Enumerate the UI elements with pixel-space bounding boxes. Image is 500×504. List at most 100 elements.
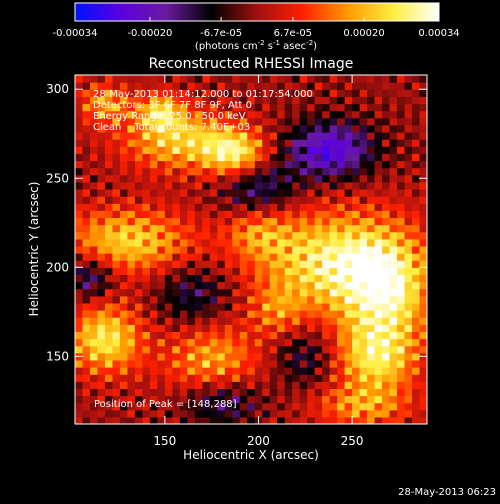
heatmap-cell	[254, 131, 263, 140]
heatmap-cell	[172, 245, 181, 254]
heatmap-cell	[202, 160, 211, 169]
heatmap-cell	[299, 260, 308, 268]
heatmap-cell	[352, 203, 361, 211]
heatmap-cell	[397, 388, 406, 397]
x-axis-label: Heliocentric X (arcsec)	[183, 448, 319, 462]
heatmap-cell	[419, 267, 427, 276]
heatmap-cell	[337, 317, 346, 325]
heatmap-cell	[269, 302, 278, 311]
heatmap-cell	[337, 210, 346, 219]
heatmap-cell	[247, 124, 256, 133]
annotation-peak-position: Position of Peak = [148,288]	[94, 399, 237, 410]
heatmap-cell	[82, 388, 91, 397]
heatmap-cell	[232, 345, 241, 354]
heatmap-cell	[119, 317, 129, 325]
heatmap-cell	[292, 281, 301, 290]
heatmap-cell	[172, 352, 181, 361]
heatmap-cell	[239, 267, 248, 276]
heatmap-cell	[292, 210, 301, 219]
heatmap-cell	[104, 153, 114, 162]
heatmap-cell	[262, 196, 271, 204]
heatmap-cell	[134, 267, 143, 276]
heatmap-cell	[112, 238, 121, 247]
heatmap-cell	[142, 295, 151, 304]
heatmap-cell	[224, 381, 233, 389]
heatmap-cell	[75, 181, 84, 190]
heatmap-cell	[404, 89, 413, 97]
heatmap-cell	[127, 388, 136, 397]
heatmap-cell	[217, 117, 226, 126]
heatmap-cell	[382, 89, 391, 97]
heatmap-cell	[134, 359, 143, 368]
heatmap-cell	[164, 146, 173, 154]
heatmap-cell	[119, 338, 129, 347]
heatmap-cell	[382, 253, 391, 261]
heatmap-cell	[224, 238, 233, 247]
heatmap-cell	[187, 274, 196, 283]
heatmap-cell	[149, 217, 158, 226]
heatmap-cell	[202, 409, 211, 418]
heatmap-cell	[224, 139, 233, 147]
heatmap-cell	[104, 110, 114, 119]
heatmap-cell	[119, 124, 129, 133]
heatmap-cell	[329, 245, 338, 254]
heatmap-cell	[314, 267, 323, 276]
heatmap-cell	[359, 288, 368, 297]
heatmap-cell	[307, 245, 316, 254]
heatmap-cell	[127, 381, 136, 389]
heatmap-cell	[247, 310, 256, 318]
heatmap-cell	[337, 302, 346, 311]
heatmap-cell	[412, 402, 421, 411]
heatmap-cell	[412, 409, 421, 418]
heatmap-cell	[299, 75, 308, 83]
heatmap-cell	[164, 352, 173, 361]
heatmap-cell	[262, 402, 271, 411]
heatmap-cell	[359, 352, 368, 361]
heatmap-cell	[412, 295, 421, 304]
heatmap-cell	[224, 359, 233, 368]
plot-frame	[74, 74, 428, 425]
heatmap-cell	[112, 146, 121, 154]
heatmap-cell	[419, 295, 427, 304]
heatmap-cell	[149, 153, 158, 162]
heatmap-cell	[149, 359, 158, 368]
heatmap-cell	[157, 302, 166, 311]
heatmap-cell	[262, 174, 271, 183]
heatmap-cell	[119, 402, 129, 411]
heatmap-cell	[344, 260, 353, 268]
heatmap-cell	[262, 359, 271, 368]
heatmap-cell	[179, 131, 188, 140]
heatmap-cell	[374, 338, 383, 347]
heatmap-cell	[337, 395, 346, 404]
heatmap-cell	[397, 238, 406, 247]
heatmap-cell	[359, 302, 368, 311]
heatmap-cell	[352, 367, 361, 375]
heatmap-cell	[202, 367, 211, 375]
heatmap-cell	[292, 160, 301, 169]
heatmap-cell	[277, 160, 286, 169]
heatmap-cell	[149, 124, 158, 133]
heatmap-cell	[262, 352, 271, 361]
heatmap-cell	[187, 324, 196, 333]
heatmap-cell	[292, 409, 301, 418]
heatmap-cell	[382, 153, 391, 162]
heatmap-cell	[397, 117, 406, 126]
heatmap-cell	[299, 124, 308, 133]
heatmap-cell	[194, 395, 203, 404]
heatmap-cell	[412, 338, 421, 347]
heatmap-cell	[75, 146, 84, 154]
heatmap-cell	[382, 395, 391, 404]
heatmap-cell	[194, 188, 203, 197]
heatmap-cell	[224, 295, 233, 304]
heatmap-cell	[374, 75, 383, 83]
heatmap-cell	[157, 117, 166, 126]
heatmap-cell	[179, 352, 188, 361]
heatmap-cell	[314, 131, 323, 140]
heatmap-cell	[359, 388, 368, 397]
annotation-clean-counts: Clean Total counts: 7.40E+03	[93, 122, 250, 133]
heatmap-cell	[374, 174, 383, 183]
heatmap-cell	[322, 416, 331, 424]
heatmap-cell	[179, 231, 188, 240]
heatmap-cell	[262, 139, 271, 147]
heatmap-cell	[194, 260, 203, 268]
